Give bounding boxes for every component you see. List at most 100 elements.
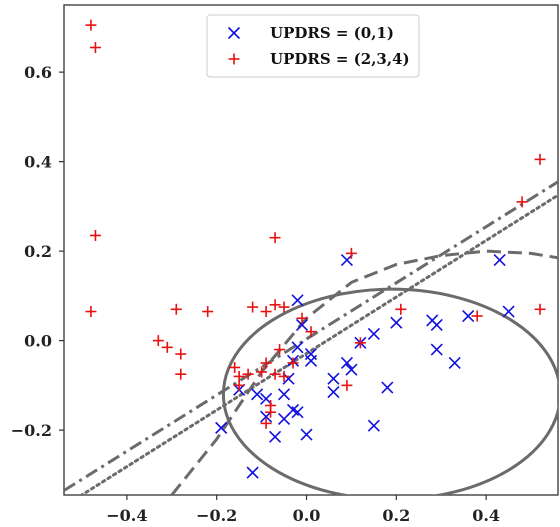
cross-marker bbox=[269, 430, 282, 443]
marker-stroke bbox=[291, 406, 304, 419]
plus-marker bbox=[89, 42, 101, 54]
x-tick-label: −0.4 bbox=[106, 506, 147, 525]
marker-stroke bbox=[246, 466, 259, 479]
marker-stroke bbox=[390, 316, 403, 329]
marker-stroke bbox=[260, 392, 273, 405]
marker-stroke bbox=[345, 363, 358, 376]
plus-marker bbox=[256, 366, 268, 378]
curve-dashed bbox=[170, 249, 558, 495]
cross-marker bbox=[304, 354, 318, 367]
cross-marker bbox=[260, 410, 273, 423]
plus-marker bbox=[287, 357, 299, 369]
x-axis-ticks: −0.4 −0.2 0.0 0.2 0.4 bbox=[106, 495, 500, 525]
plus-marker bbox=[516, 196, 528, 208]
cross-marker bbox=[340, 254, 353, 267]
marker-stroke bbox=[269, 430, 282, 443]
marker-stroke bbox=[367, 327, 380, 340]
y-tick-label: 0.4 bbox=[24, 153, 52, 172]
plus-marker bbox=[341, 379, 353, 391]
plus-marker bbox=[265, 406, 277, 418]
plus-marker bbox=[269, 299, 281, 311]
marker-stroke bbox=[381, 381, 394, 394]
y-tick-label: 0.2 bbox=[24, 242, 52, 261]
plus-marker bbox=[395, 303, 407, 315]
marker-stroke bbox=[327, 372, 340, 385]
cross-marker bbox=[345, 363, 358, 376]
plus-marker bbox=[161, 341, 173, 353]
cross-marker bbox=[246, 466, 259, 479]
y-tick-label: −0.2 bbox=[11, 421, 52, 440]
cross-marker bbox=[291, 406, 304, 419]
marker-stroke bbox=[291, 294, 304, 307]
marker-stroke bbox=[291, 341, 304, 354]
plus-marker bbox=[260, 357, 272, 369]
x-tick-label: −0.2 bbox=[196, 506, 237, 525]
cross-marker bbox=[448, 356, 461, 370]
plus-marker bbox=[89, 229, 101, 241]
data-points bbox=[85, 19, 546, 479]
cross-marker bbox=[295, 318, 309, 332]
marker-stroke bbox=[340, 356, 353, 370]
cross-marker bbox=[282, 372, 295, 385]
cross-marker bbox=[300, 428, 313, 441]
plus-marker bbox=[534, 153, 546, 165]
plus-marker bbox=[269, 368, 281, 380]
marker-stroke bbox=[502, 305, 515, 318]
cross-marker bbox=[291, 294, 304, 307]
cross-marker bbox=[291, 341, 304, 354]
marker-stroke bbox=[462, 309, 475, 323]
marker-stroke bbox=[493, 254, 506, 267]
cross-marker bbox=[251, 388, 264, 401]
marker-stroke bbox=[430, 318, 443, 332]
curve-dotted bbox=[78, 193, 558, 495]
plus-marker bbox=[242, 368, 254, 380]
plus-marker bbox=[278, 370, 290, 382]
plus-marker bbox=[305, 326, 317, 338]
plus-marker bbox=[260, 306, 272, 318]
plus-marker bbox=[269, 232, 281, 244]
cross-marker bbox=[493, 254, 506, 267]
marker-stroke bbox=[367, 419, 380, 432]
cross-marker bbox=[462, 309, 475, 323]
marker-stroke bbox=[448, 356, 461, 370]
marker-stroke bbox=[430, 343, 443, 356]
marker-stroke bbox=[215, 421, 228, 434]
plot-area-frame bbox=[63, 4, 559, 496]
cross-marker bbox=[277, 412, 291, 425]
plus-marker bbox=[247, 301, 259, 313]
legend-item: UPDRS = (2,3,4) bbox=[228, 50, 410, 68]
plus-marker bbox=[229, 361, 241, 373]
marker-stroke bbox=[277, 388, 291, 401]
plus-marker bbox=[170, 303, 182, 315]
cross-marker bbox=[381, 381, 394, 394]
marker-stroke bbox=[260, 410, 273, 423]
y-axis-ticks: −0.2 0.0 0.2 0.4 0.6 bbox=[11, 63, 64, 440]
curve-solid-ellipse bbox=[221, 287, 558, 495]
cross-marker bbox=[502, 305, 515, 318]
plus-marker bbox=[345, 247, 357, 259]
marker-stroke bbox=[304, 354, 318, 367]
y-tick-label: 0.6 bbox=[24, 63, 52, 82]
plus-marker bbox=[85, 19, 97, 31]
cross-marker bbox=[327, 386, 340, 399]
cross-marker bbox=[430, 318, 443, 332]
legend-plus-marker bbox=[228, 53, 240, 65]
marker-stroke bbox=[251, 388, 264, 401]
y-tick-label: 0.0 bbox=[24, 332, 52, 351]
plus-marker bbox=[296, 312, 308, 324]
cross-marker bbox=[340, 356, 353, 370]
plus-marker bbox=[274, 344, 286, 356]
plus-marker bbox=[175, 368, 187, 380]
plus-marker bbox=[85, 306, 97, 318]
marker-stroke bbox=[277, 412, 291, 425]
legend-label: UPDRS = (0,1) bbox=[270, 24, 394, 42]
marker-stroke bbox=[295, 318, 309, 332]
cross-marker bbox=[430, 343, 443, 356]
x-tick-label: 0.0 bbox=[293, 506, 321, 525]
cross-marker bbox=[215, 421, 228, 434]
cross-marker bbox=[260, 392, 273, 405]
plus-marker bbox=[175, 348, 187, 360]
cross-marker bbox=[390, 316, 403, 329]
